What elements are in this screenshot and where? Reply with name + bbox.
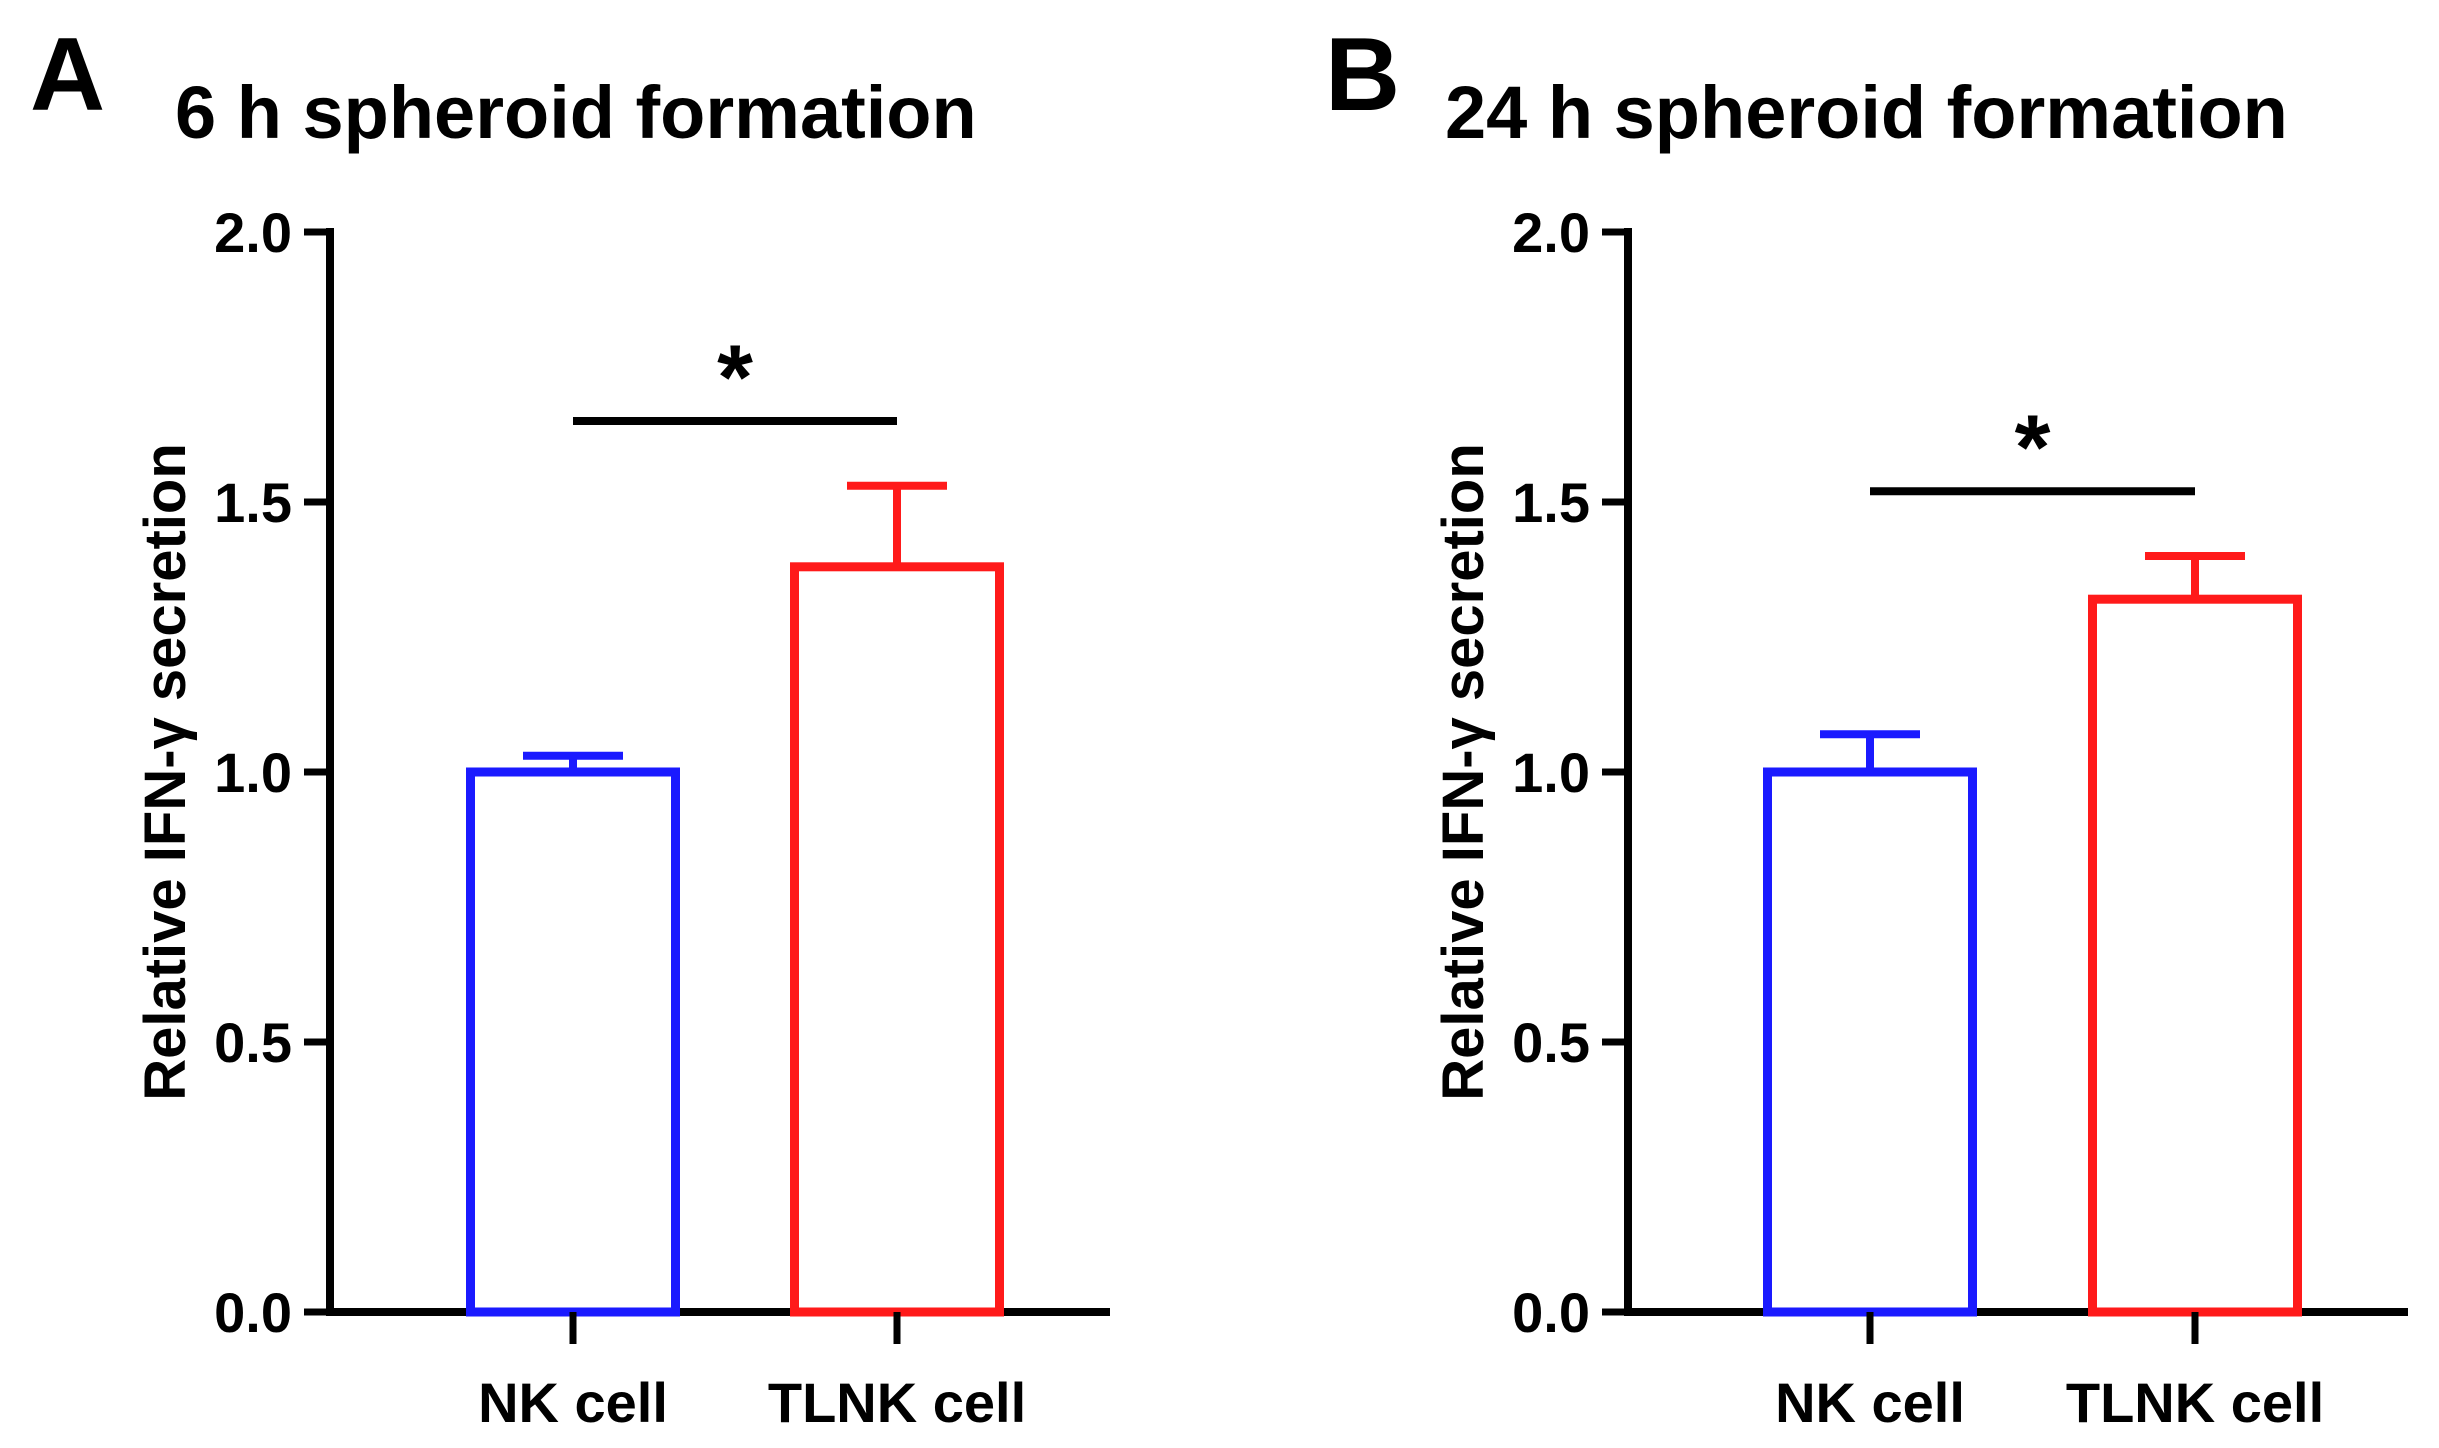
y-tick-label: 2.0 bbox=[1512, 201, 1590, 264]
y-tick-label: 1.0 bbox=[1512, 741, 1590, 804]
x-tick-label: TLNK cell bbox=[2066, 1371, 2324, 1434]
y-axis-label: Relative IFN-γ secretion bbox=[1431, 443, 1496, 1101]
panel-a: A 6 h spheroid formation 0.0 0.5 1.0 1.5 2.0 Re… bbox=[30, 17, 1110, 1434]
y-tick-label: 0.5 bbox=[1512, 1011, 1590, 1074]
chart-title: 6 h spheroid formation bbox=[175, 71, 977, 154]
x-tick-label: NK cell bbox=[1775, 1371, 1965, 1434]
chart-title: 24 h spheroid formation bbox=[1445, 71, 2288, 154]
y-tick-label: 0.0 bbox=[214, 1281, 292, 1344]
bar bbox=[1763, 767, 1977, 1317]
panel-b: B 24 h spheroid formation 0.0 0.5 1.0 1.5 2.0 R… bbox=[1325, 17, 2408, 1434]
significance-star: * bbox=[2015, 397, 2051, 499]
bar bbox=[790, 562, 1004, 1317]
bar bbox=[2088, 594, 2302, 1317]
y-tick-label: 1.5 bbox=[1512, 471, 1590, 534]
y-tick-label: 2.0 bbox=[214, 201, 292, 264]
y-tick-label: 1.5 bbox=[214, 471, 292, 534]
y-tick-label: 0.0 bbox=[1512, 1281, 1590, 1344]
y-tick-label: 0.5 bbox=[214, 1011, 292, 1074]
y-tick-label: 1.0 bbox=[214, 741, 292, 804]
significance-star: * bbox=[717, 327, 753, 429]
panel-letter: B bbox=[1325, 17, 1400, 133]
x-tick-label: NK cell bbox=[478, 1371, 668, 1434]
bar bbox=[466, 767, 680, 1317]
y-axis-label: Relative IFN-γ secretion bbox=[133, 443, 198, 1101]
x-tick-label: TLNK cell bbox=[768, 1371, 1026, 1434]
panel-letter: A bbox=[30, 17, 105, 133]
